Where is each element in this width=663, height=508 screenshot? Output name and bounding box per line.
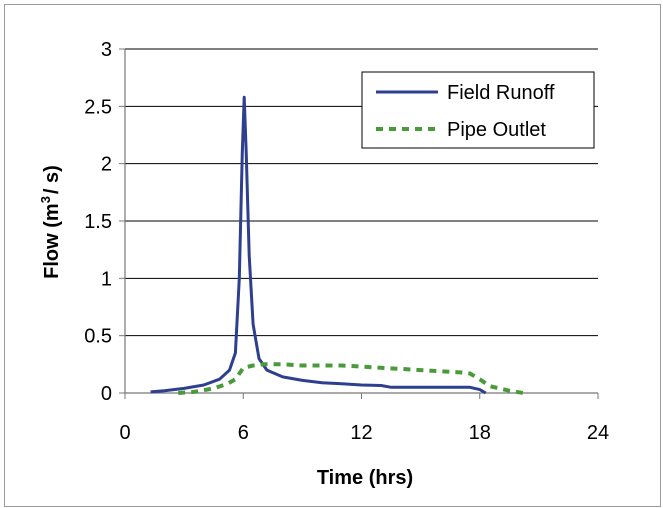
x-axis-title: Time (hrs)	[317, 467, 413, 489]
y-tick-label: 2.5	[84, 96, 112, 118]
x-tick-label: 12	[350, 422, 372, 444]
y-tick-label: 3	[101, 39, 112, 61]
y-axis-title-suffix: / s)	[41, 165, 63, 194]
y-axis-title: Flow (m3 / s)	[38, 165, 63, 279]
x-tick-label: 6	[238, 422, 249, 444]
y-tick-labels: 0 0.5 1 1.5 2 2.5 3	[84, 39, 125, 405]
x-tick-label: 0	[119, 422, 130, 444]
series-lines	[150, 95, 524, 395]
x-tick-label: 18	[469, 422, 491, 444]
legend-label-pipe-outlet: Pipe Outlet	[447, 119, 546, 141]
legend-box	[361, 71, 595, 149]
y-tick-label: 2	[101, 154, 112, 176]
y-tick-label: 1	[101, 268, 112, 290]
series-line-field-runoff	[150, 95, 487, 395]
x-tick-labels: 0 6 12 18 24	[119, 393, 609, 444]
x-tick-label: 24	[587, 422, 609, 444]
y-axis-title-prefix: Flow (m	[41, 203, 63, 279]
series-line-pipe-outlet	[178, 362, 524, 395]
y-tick-label: 1.5	[84, 211, 112, 233]
legend: Field Runoff Pipe Outlet	[361, 71, 595, 149]
legend-label-field-runoff: Field Runoff	[447, 82, 555, 104]
y-tick-label: 0	[101, 383, 112, 405]
y-axis-title-sup: 3	[38, 196, 53, 203]
y-tick-label: 0.5	[84, 326, 112, 348]
